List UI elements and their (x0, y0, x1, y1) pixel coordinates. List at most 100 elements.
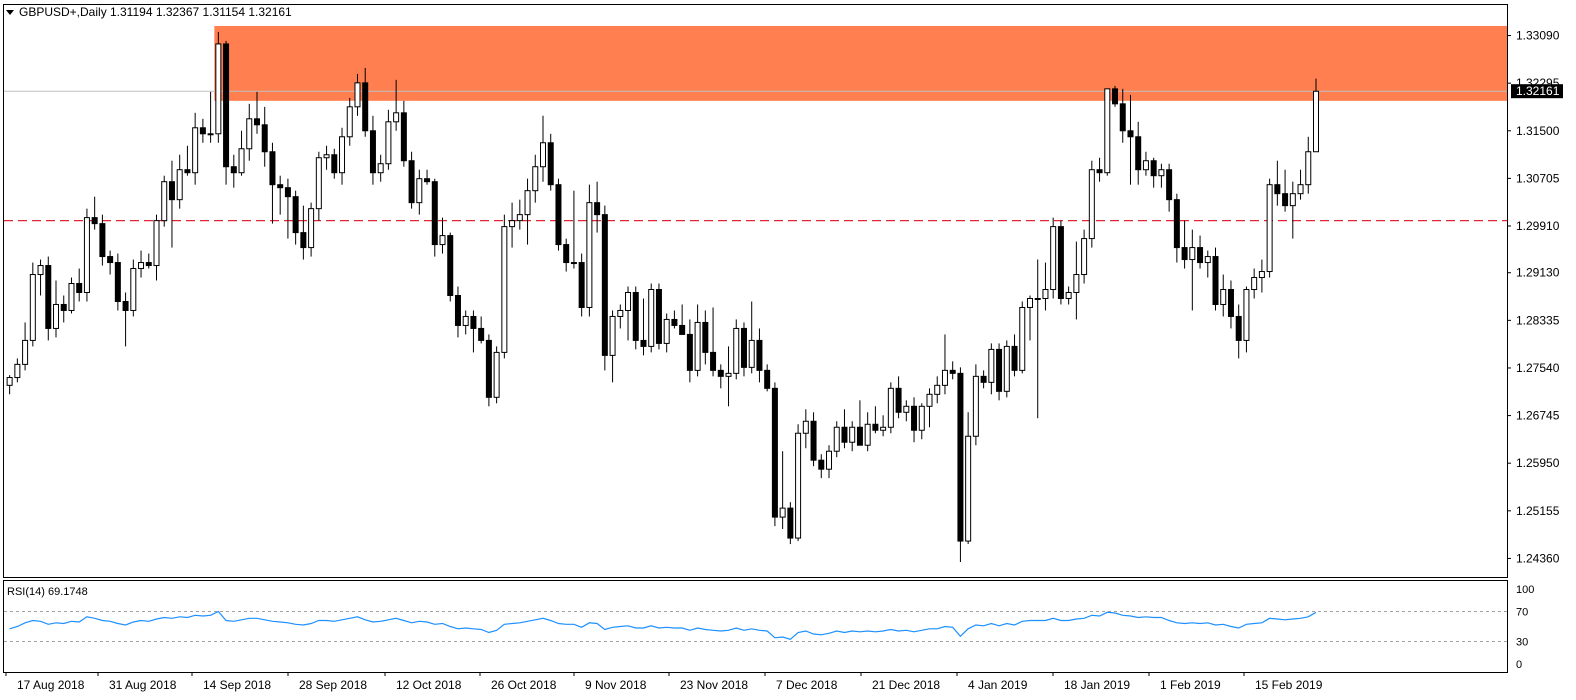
candle-body-bear (431, 181, 438, 246)
candle-body-bull (393, 112, 400, 123)
candle (524, 178, 531, 245)
candle (1135, 121, 1142, 185)
candle (292, 190, 299, 245)
candle-body-bull (1104, 88, 1111, 174)
x-tick-label: 26 Oct 2018 (491, 678, 557, 692)
candle (1274, 160, 1281, 206)
candle (1243, 286, 1250, 353)
candle-body-bear (787, 507, 794, 539)
candle (331, 148, 338, 179)
candle-body-bull (918, 405, 925, 431)
candle-body-bear (1150, 160, 1157, 177)
candle (625, 286, 632, 341)
candle-body-bear (485, 339, 492, 398)
candle-body-bear (478, 327, 485, 341)
candle-body-bull (1042, 289, 1049, 299)
candle-body-bull (725, 372, 732, 377)
candle-body-bear (841, 426, 848, 443)
candle-body-bear (470, 315, 477, 329)
candle (547, 133, 554, 191)
candle-body-bear (1096, 169, 1103, 174)
candle (911, 397, 918, 443)
candle (594, 181, 601, 233)
candle (192, 112, 199, 185)
candle (555, 178, 562, 251)
candle (679, 304, 686, 335)
candle-body-bear (1135, 136, 1142, 171)
candle-body-bear (640, 339, 647, 347)
candle-body-bear (230, 166, 237, 174)
axis-layer: 1.330901.322951.315001.307051.299101.291… (5, 29, 1563, 692)
candle (686, 319, 693, 383)
candle-body-bull (1297, 184, 1304, 195)
candle (756, 328, 763, 383)
candle-body-bear (269, 151, 276, 186)
candle (207, 91, 214, 143)
candle (362, 67, 369, 137)
candle (485, 334, 492, 407)
x-tick-label: 12 Oct 2018 (396, 678, 462, 692)
y-tick-label: 1.28335 (1516, 313, 1560, 327)
candle (802, 409, 809, 449)
rsi-layer: 100 70 30 0 (4, 584, 1534, 671)
candle-body-bull (1088, 169, 1095, 240)
candle-body-bear (1011, 345, 1018, 371)
candle (1019, 301, 1026, 374)
candle (261, 106, 268, 167)
candle-body-bull (22, 339, 29, 365)
x-tick-label: 7 Dec 2018 (776, 678, 838, 692)
y-tick-label: 1.24360 (1516, 551, 1560, 565)
candle-body-bear (277, 184, 284, 189)
candle (377, 154, 384, 182)
candle (1096, 157, 1103, 182)
candle-body-bull (1019, 306, 1026, 371)
candle (965, 412, 972, 545)
candle-body-bear (1181, 247, 1188, 261)
candle (570, 190, 577, 269)
candle-body-bull (516, 214, 523, 222)
candle-body-bull (972, 375, 979, 437)
candle-body-bear (740, 327, 747, 368)
candle-body-bull (354, 82, 361, 108)
candle (60, 295, 67, 323)
candle (1173, 193, 1180, 263)
candle (1197, 235, 1204, 269)
candle-body-bear (300, 232, 307, 249)
candle (988, 343, 995, 395)
candle (199, 118, 206, 143)
candle-body-bull (1258, 271, 1265, 279)
candle-body-bear (1173, 199, 1180, 249)
candle-body-bull (315, 157, 322, 210)
candle (1065, 286, 1072, 305)
candle (99, 214, 106, 266)
collapse-triangle-icon[interactable] (6, 10, 14, 15)
candle (439, 217, 446, 254)
candle-body-bull (215, 43, 222, 135)
candle-body-bull (748, 339, 755, 368)
candle (787, 502, 794, 545)
candle-body-bear (810, 420, 817, 461)
candle-body-bear (362, 82, 369, 132)
candle-body-bull (1305, 151, 1312, 186)
candle-body-bull (339, 136, 346, 174)
candle-body-bull (308, 208, 315, 249)
candle (168, 160, 175, 248)
candle-body-bull (29, 274, 36, 341)
y-tick-label: 1.27540 (1516, 361, 1560, 375)
candle-body-bull (1313, 90, 1319, 153)
candle (710, 307, 717, 377)
candle (980, 370, 987, 389)
candle-body-bear (911, 405, 918, 431)
candle-body-bull (532, 166, 539, 192)
candle (833, 421, 840, 458)
candle (632, 286, 639, 350)
candle (903, 400, 910, 422)
candle-body-bull (988, 348, 995, 383)
candle-body-bull (1081, 238, 1088, 276)
candle-body-bull (416, 178, 423, 204)
candle (1212, 247, 1219, 311)
candle (1266, 178, 1273, 278)
candle (887, 382, 894, 434)
candle-body-bear (563, 244, 570, 264)
resistance-zone (214, 25, 1508, 101)
